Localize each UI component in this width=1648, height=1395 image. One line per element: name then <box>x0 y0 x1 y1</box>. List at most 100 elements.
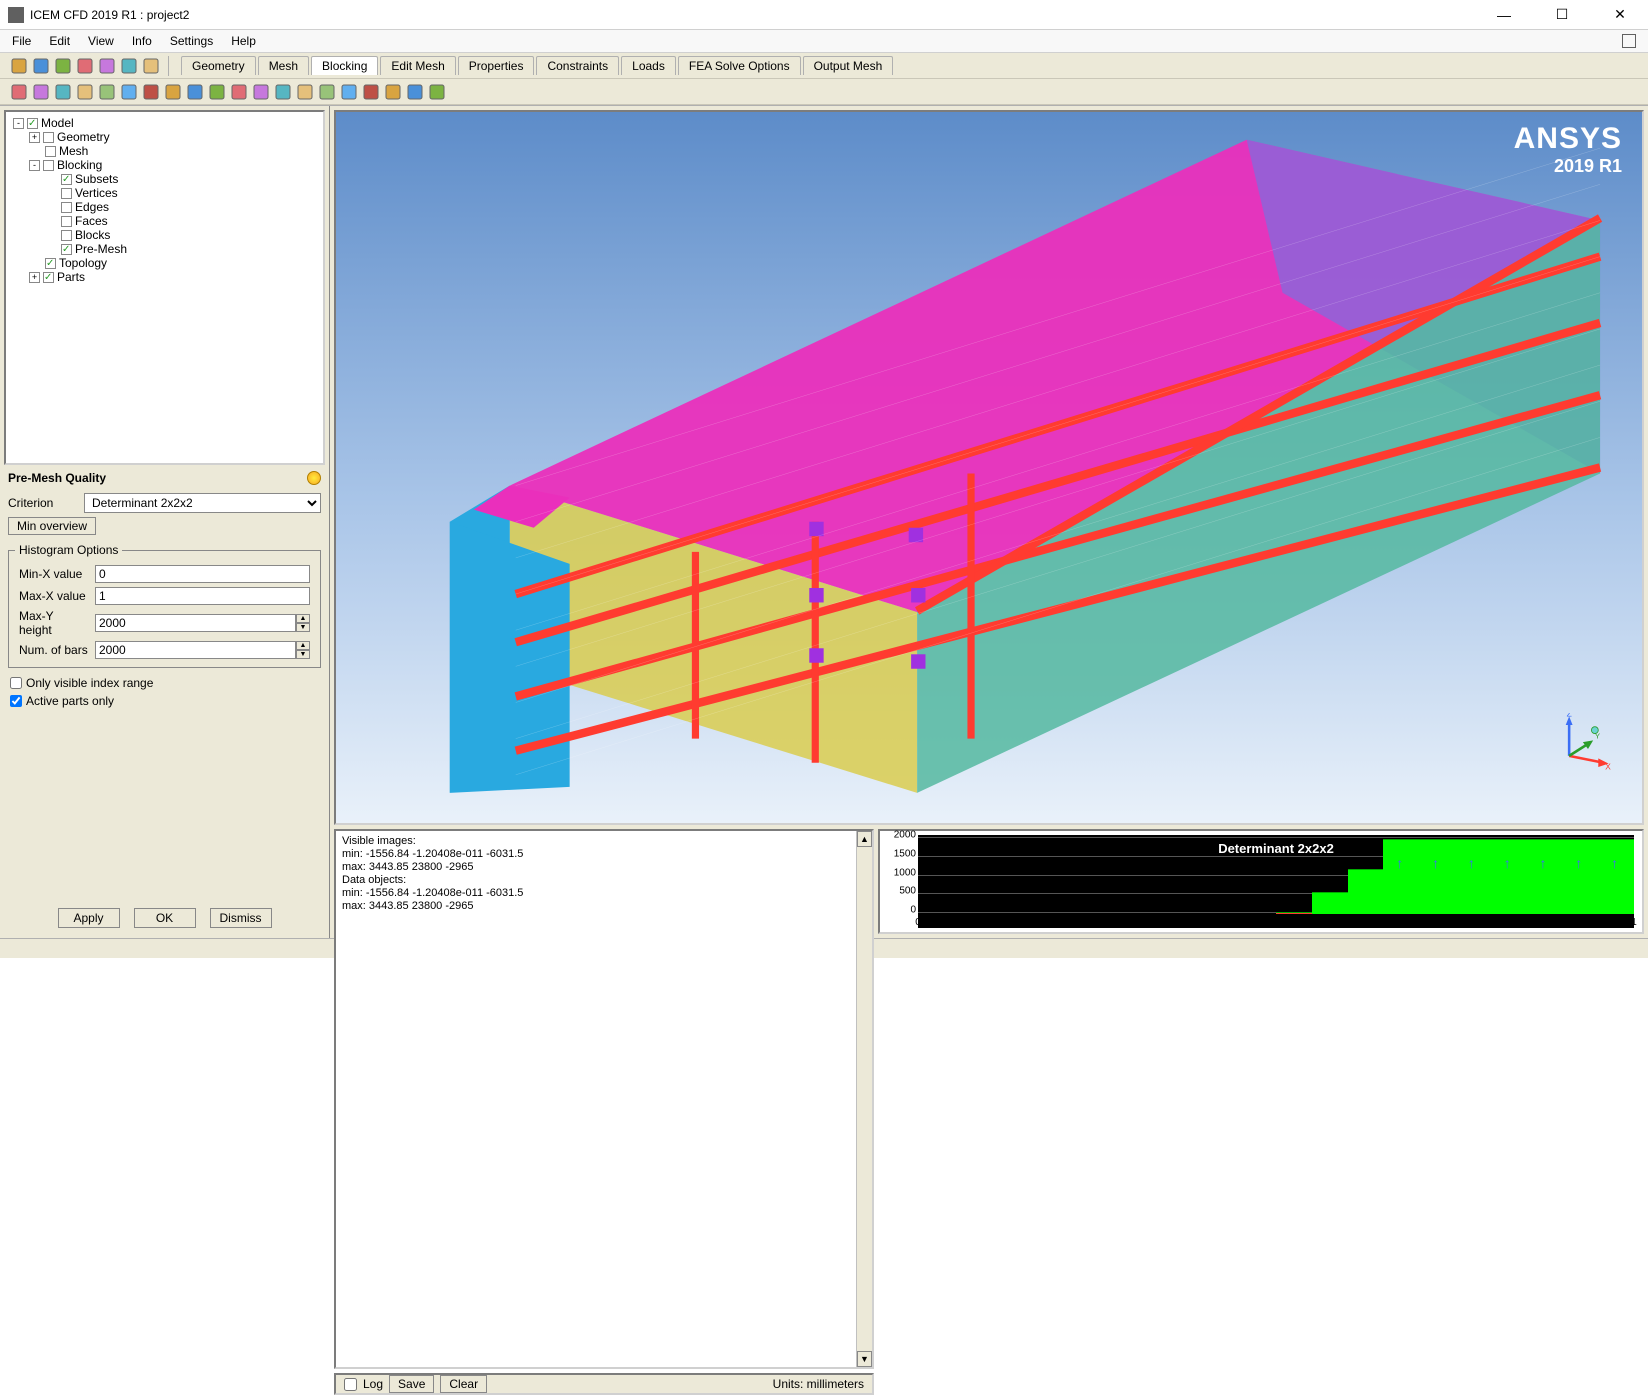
tree-checkbox[interactable] <box>61 174 72 185</box>
tree-expander[interactable]: + <box>29 132 40 143</box>
active-parts-checkbox[interactable] <box>10 695 22 707</box>
apply-button[interactable]: Apply <box>58 908 120 928</box>
tree-node-vertices[interactable]: Vertices <box>10 186 319 200</box>
tab-geometry[interactable]: Geometry <box>181 56 256 75</box>
tree-checkbox[interactable] <box>43 272 54 283</box>
menu-settings[interactable]: Settings <box>170 34 213 48</box>
tab-edit-mesh[interactable]: Edit Mesh <box>380 56 455 75</box>
zoom-icon[interactable] <box>30 81 52 103</box>
maxy-up[interactable]: ▲ <box>296 614 310 623</box>
hist-ytick: 1500 <box>894 848 916 859</box>
maximize-button[interactable]: ☐ <box>1542 1 1582 29</box>
tab-loads[interactable]: Loads <box>621 56 676 75</box>
block1-icon[interactable] <box>206 81 228 103</box>
model-tree[interactable]: -Model+GeometryMesh-BlockingSubsetsVerti… <box>4 110 325 465</box>
nbars-up[interactable]: ▲ <box>296 641 310 650</box>
tree-checkbox[interactable] <box>61 244 72 255</box>
import-icon[interactable] <box>74 55 96 77</box>
menu-info[interactable]: Info <box>132 34 152 48</box>
quality-icon[interactable] <box>360 81 382 103</box>
tree-node-geometry[interactable]: +Geometry <box>10 130 319 144</box>
maxy-input[interactable] <box>95 614 296 632</box>
measure-icon[interactable] <box>74 81 96 103</box>
block2-icon[interactable] <box>228 81 250 103</box>
tree-node-faces[interactable]: Faces <box>10 214 319 228</box>
menu-help[interactable]: Help <box>231 34 256 48</box>
menu-edit[interactable]: Edit <box>49 34 70 48</box>
hist-overflow-arrow: ↑ <box>1575 855 1582 871</box>
ok-button[interactable]: OK <box>134 908 196 928</box>
pick-icon[interactable] <box>272 81 294 103</box>
tree-checkbox[interactable] <box>45 258 56 269</box>
fit-icon[interactable] <box>8 81 30 103</box>
close-button[interactable]: ✕ <box>1600 1 1640 29</box>
maxx-input[interactable] <box>95 587 310 605</box>
x-del-icon[interactable] <box>426 81 448 103</box>
cube1-icon[interactable] <box>162 81 184 103</box>
tree-checkbox[interactable] <box>61 216 72 227</box>
maxy-down[interactable]: ▼ <box>296 623 310 632</box>
tab-output-mesh[interactable]: Output Mesh <box>803 56 894 75</box>
message-log[interactable]: Visible images: min: -1556.84 -1.20408e-… <box>334 829 874 1369</box>
select-icon[interactable] <box>118 81 140 103</box>
delete-icon[interactable] <box>316 81 338 103</box>
arrow-icon[interactable] <box>250 81 272 103</box>
minx-input[interactable] <box>95 565 310 583</box>
tree-node-blocking[interactable]: -Blocking <box>10 158 319 172</box>
tree-node-edges[interactable]: Edges <box>10 200 319 214</box>
log-scrollbar[interactable]: ▲▼ <box>856 831 872 1367</box>
nbars-input[interactable] <box>95 641 296 659</box>
save-log-button[interactable]: Save <box>389 1375 434 1393</box>
dismiss-button[interactable]: Dismiss <box>210 908 272 928</box>
tree-checkbox[interactable] <box>43 160 54 171</box>
menu-file[interactable]: File <box>12 34 31 48</box>
export-icon[interactable] <box>96 55 118 77</box>
wire-icon[interactable] <box>338 81 360 103</box>
3d-viewport[interactable]: ANSYS 2019 R1 Z X Y <box>334 110 1644 825</box>
tree-checkbox[interactable] <box>43 132 54 143</box>
tree-checkbox[interactable] <box>61 188 72 199</box>
redo-icon[interactable] <box>140 55 162 77</box>
quality-histogram[interactable]: 0500100015002000 Determinant 2x2x2 Min 0… <box>878 829 1644 934</box>
only-visible-checkbox[interactable] <box>10 677 22 689</box>
copy-icon[interactable] <box>294 81 316 103</box>
checker-icon[interactable] <box>404 81 426 103</box>
tab-mesh[interactable]: Mesh <box>258 56 309 75</box>
tree-checkbox[interactable] <box>27 118 38 129</box>
tree-expander[interactable]: - <box>13 118 24 129</box>
tree-checkbox[interactable] <box>61 202 72 213</box>
log-checkbox[interactable] <box>344 1378 357 1391</box>
tree-node-parts[interactable]: +Parts <box>10 270 319 284</box>
nbars-down[interactable]: ▼ <box>296 650 310 659</box>
menu-view[interactable]: View <box>88 34 114 48</box>
criterion-select[interactable]: Determinant 2x2x2 <box>84 493 321 513</box>
tree-node-mesh[interactable]: Mesh <box>10 144 319 158</box>
tree-node-topology[interactable]: Topology <box>10 256 319 270</box>
tree-checkbox[interactable] <box>61 230 72 241</box>
cube2-icon[interactable] <box>184 81 206 103</box>
save-icon[interactable] <box>30 55 52 77</box>
solid-icon[interactable] <box>382 81 404 103</box>
tab-fea-solve-options[interactable]: FEA Solve Options <box>678 56 801 75</box>
tree-expander[interactable]: - <box>29 160 40 171</box>
zoom-area-icon[interactable] <box>52 81 74 103</box>
clear-log-button[interactable]: Clear <box>440 1375 487 1393</box>
undo-icon[interactable] <box>118 55 140 77</box>
tree-expander[interactable]: + <box>29 272 40 283</box>
tree-node-model[interactable]: -Model <box>10 116 319 130</box>
tab-constraints[interactable]: Constraints <box>536 56 619 75</box>
tab-blocking[interactable]: Blocking <box>311 56 378 75</box>
tree-node-subsets[interactable]: Subsets <box>10 172 319 186</box>
tree-node-blocks[interactable]: Blocks <box>10 228 319 242</box>
tree-node-pre-mesh[interactable]: Pre-Mesh <box>10 242 319 256</box>
view-iso-icon[interactable] <box>96 81 118 103</box>
box-select-icon[interactable] <box>140 81 162 103</box>
help-bulb-icon[interactable] <box>307 471 321 485</box>
minimize-button[interactable]: ― <box>1484 1 1524 29</box>
min-overview-button[interactable]: Min overview <box>8 517 96 535</box>
tree-checkbox[interactable] <box>45 146 56 157</box>
open-icon[interactable] <box>8 55 30 77</box>
tab-properties[interactable]: Properties <box>458 56 535 75</box>
saveall-icon[interactable] <box>52 55 74 77</box>
restore-icon[interactable] <box>1622 34 1636 48</box>
